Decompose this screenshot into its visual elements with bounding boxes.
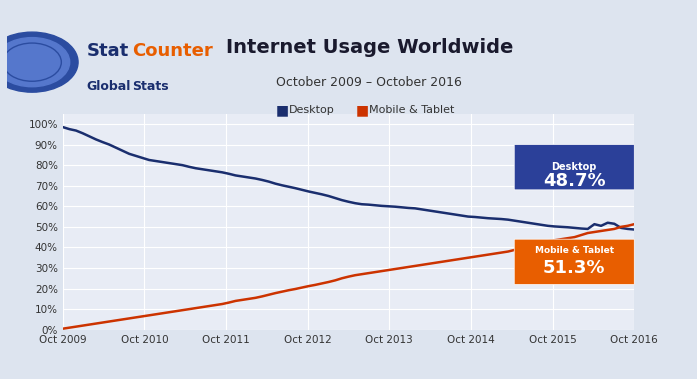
Text: Mobile & Tablet: Mobile & Tablet — [369, 105, 454, 115]
Circle shape — [0, 32, 78, 92]
Text: Desktop: Desktop — [289, 105, 335, 115]
Text: ■: ■ — [275, 103, 289, 117]
Text: ■: ■ — [355, 103, 369, 117]
Text: Counter: Counter — [132, 42, 213, 60]
Text: 48.7%: 48.7% — [543, 172, 606, 190]
FancyBboxPatch shape — [514, 144, 634, 190]
FancyBboxPatch shape — [514, 239, 634, 285]
Text: Global: Global — [86, 80, 131, 93]
Text: Stat: Stat — [86, 42, 129, 60]
Text: Mobile & Tablet: Mobile & Tablet — [535, 246, 614, 255]
Text: Stats: Stats — [132, 80, 169, 93]
Text: Desktop: Desktop — [551, 162, 597, 172]
Text: Internet Usage Worldwide: Internet Usage Worldwide — [226, 38, 513, 57]
Text: 51.3%: 51.3% — [543, 259, 606, 277]
Text: October 2009 – October 2016: October 2009 – October 2016 — [277, 76, 462, 89]
Circle shape — [0, 38, 70, 87]
